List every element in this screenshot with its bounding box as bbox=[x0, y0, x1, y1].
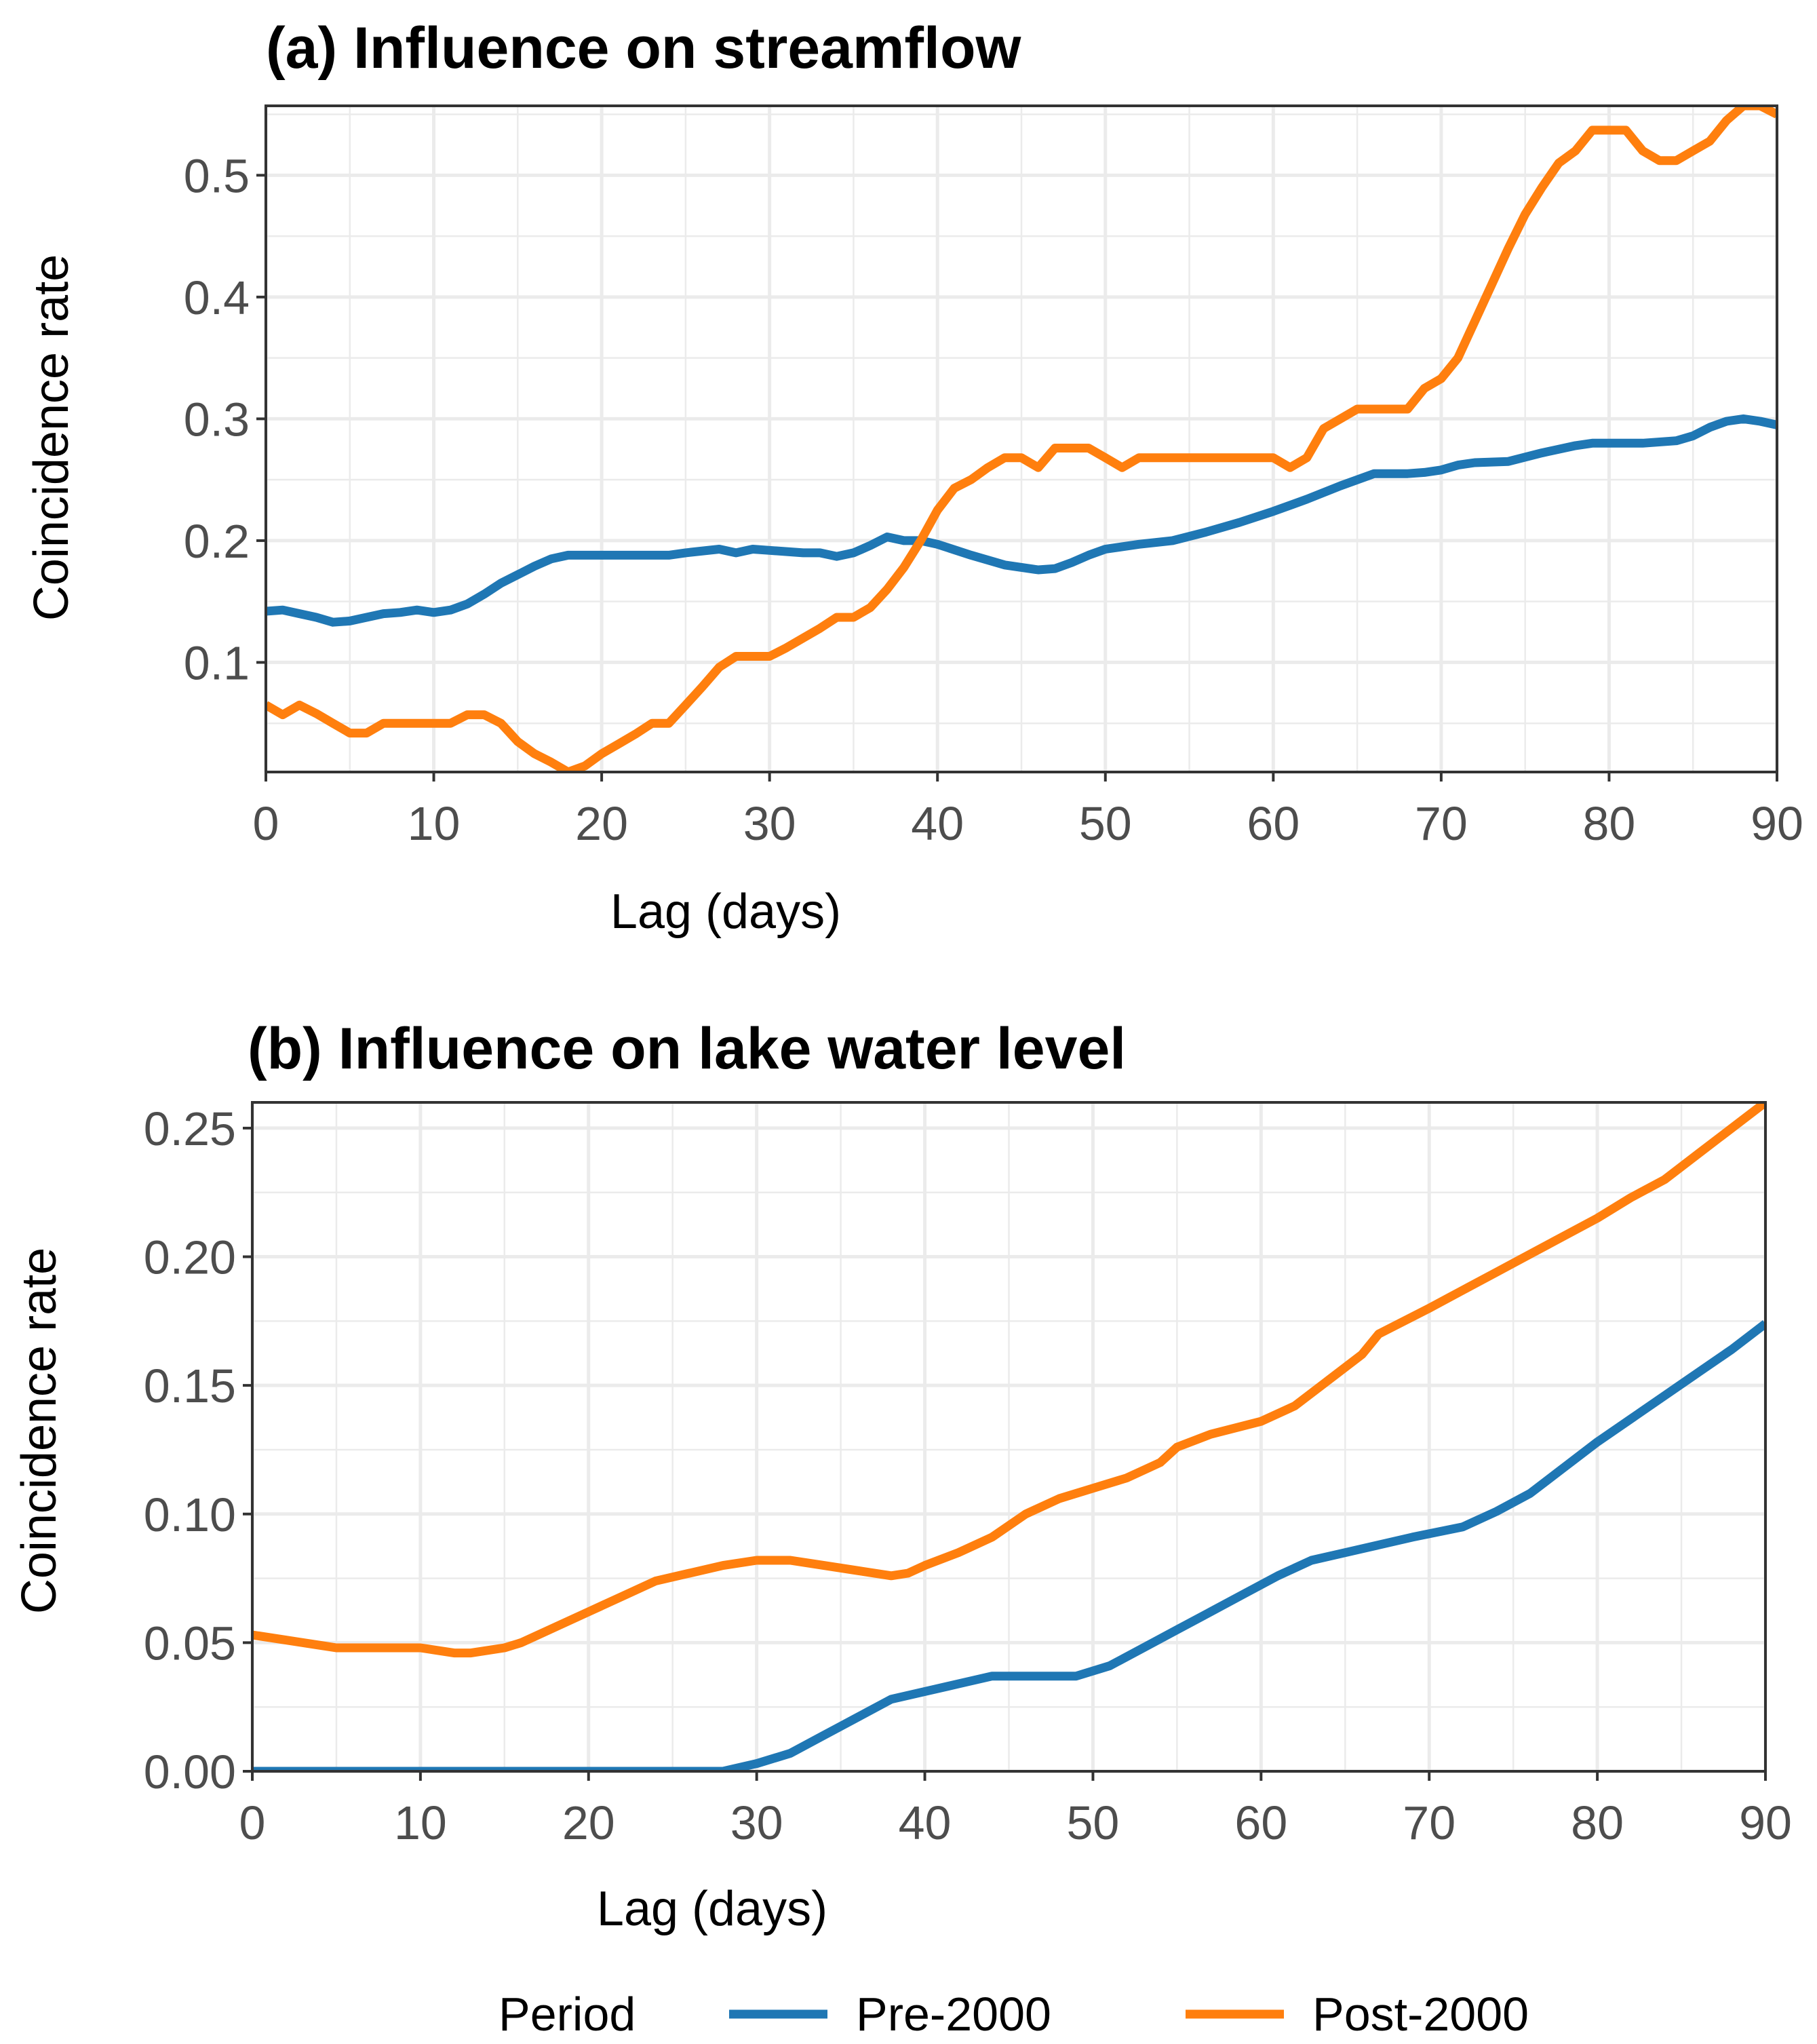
legend-label-pre-2000: Pre-2000 bbox=[856, 1988, 1051, 2041]
panel-b-x-tick-label: 80 bbox=[1571, 1796, 1624, 1849]
legend-label-post-2000: Post-2000 bbox=[1312, 1988, 1529, 2041]
panel-a-y-tick-label: 0.4 bbox=[184, 271, 250, 324]
panel-b-x-tick-label: 90 bbox=[1739, 1796, 1792, 1849]
panel-a-y-tick-label: 0.1 bbox=[184, 636, 250, 689]
panel-b-x-tick-label: 0 bbox=[239, 1796, 266, 1849]
panel-b-border bbox=[251, 1101, 1767, 1773]
panel-a-streamflow: (a) Influence on streamflow 0 10 20 30 40 50 6… bbox=[24, 16, 1803, 939]
panel-a-x-tick-label: 10 bbox=[408, 797, 461, 850]
panel-b-y-axis-title: Coincidence rate bbox=[12, 1248, 66, 1614]
panel-a-series-post-2000 bbox=[266, 106, 1777, 772]
panel-b-title: (b) Influence on lake water level bbox=[248, 1016, 1126, 1081]
panel-a-ticks: 0 10 20 30 40 50 60 70 80 90 0.1 0.2 0.3 0.4 0.5 bbox=[184, 149, 1803, 850]
panel-a-x-tick-label: 0 bbox=[253, 797, 279, 850]
panel-a-grid bbox=[264, 106, 1779, 772]
panel-b-y-tick-label: 0.10 bbox=[144, 1488, 236, 1541]
panel-b-x-tick-label: 40 bbox=[899, 1796, 952, 1849]
panel-b-x-tick-label: 50 bbox=[1067, 1796, 1120, 1849]
panel-a-x-axis-title: Lag (days) bbox=[610, 885, 841, 939]
panel-a-x-tick-label: 60 bbox=[1247, 797, 1300, 850]
panel-b-y-tick-label: 0.20 bbox=[144, 1231, 236, 1284]
panel-a-title: (a) Influence on streamflow bbox=[266, 16, 1021, 81]
panel-b-x-tick-label: 30 bbox=[730, 1796, 783, 1849]
panel-a-x-tick-label: 20 bbox=[575, 797, 628, 850]
panel-a-lines bbox=[266, 106, 1777, 772]
panel-a-y-tick-label: 0.2 bbox=[184, 515, 250, 568]
panel-b-grid bbox=[250, 1102, 1767, 1773]
panel-b-series-post-2000 bbox=[252, 1102, 1765, 1658]
panel-a-y-tick-label: 0.3 bbox=[184, 393, 250, 446]
panel-a-x-tick-label: 80 bbox=[1583, 797, 1636, 850]
legend: Period Pre-2000 Post-2000 bbox=[499, 1988, 1529, 2041]
legend-title: Period bbox=[499, 1988, 636, 2041]
panel-b-ticks: 0 10 20 30 40 50 60 70 80 90 0.00 0.05 0.10 0.15 0.20 0… bbox=[144, 1102, 1792, 1849]
panel-b-y-tick-label: 0.00 bbox=[144, 1746, 236, 1798]
panel-b-y-tick-label: 0.15 bbox=[144, 1360, 236, 1412]
panel-a-x-tick-label: 70 bbox=[1415, 797, 1468, 850]
panel-a-x-tick-label: 40 bbox=[911, 797, 964, 850]
panel-a-x-tick-label: 90 bbox=[1751, 797, 1803, 850]
panel-b-lake-water-level: (b) Influence on lake water level 0 10 20 3… bbox=[12, 1016, 1792, 1936]
panel-a-series-pre-2000 bbox=[266, 414, 1777, 627]
panel-a-x-tick-label: 50 bbox=[1079, 797, 1132, 850]
panel-a-x-tick-label: 30 bbox=[743, 797, 796, 850]
panel-a-y-tick-label: 0.5 bbox=[184, 149, 250, 202]
panel-b-x-tick-label: 20 bbox=[562, 1796, 615, 1849]
panel-a-border bbox=[265, 104, 1778, 773]
panel-b-y-tick-label: 0.25 bbox=[144, 1102, 236, 1155]
panel-b-x-axis-title: Lag (days) bbox=[597, 1882, 827, 1936]
panel-b-x-tick-label: 60 bbox=[1234, 1796, 1287, 1849]
panel-b-x-tick-label: 70 bbox=[1403, 1796, 1455, 1849]
panel-a-y-axis-title: Coincidence rate bbox=[24, 254, 79, 621]
panel-b-y-tick-label: 0.05 bbox=[144, 1617, 236, 1670]
panel-b-x-tick-label: 10 bbox=[394, 1796, 447, 1849]
